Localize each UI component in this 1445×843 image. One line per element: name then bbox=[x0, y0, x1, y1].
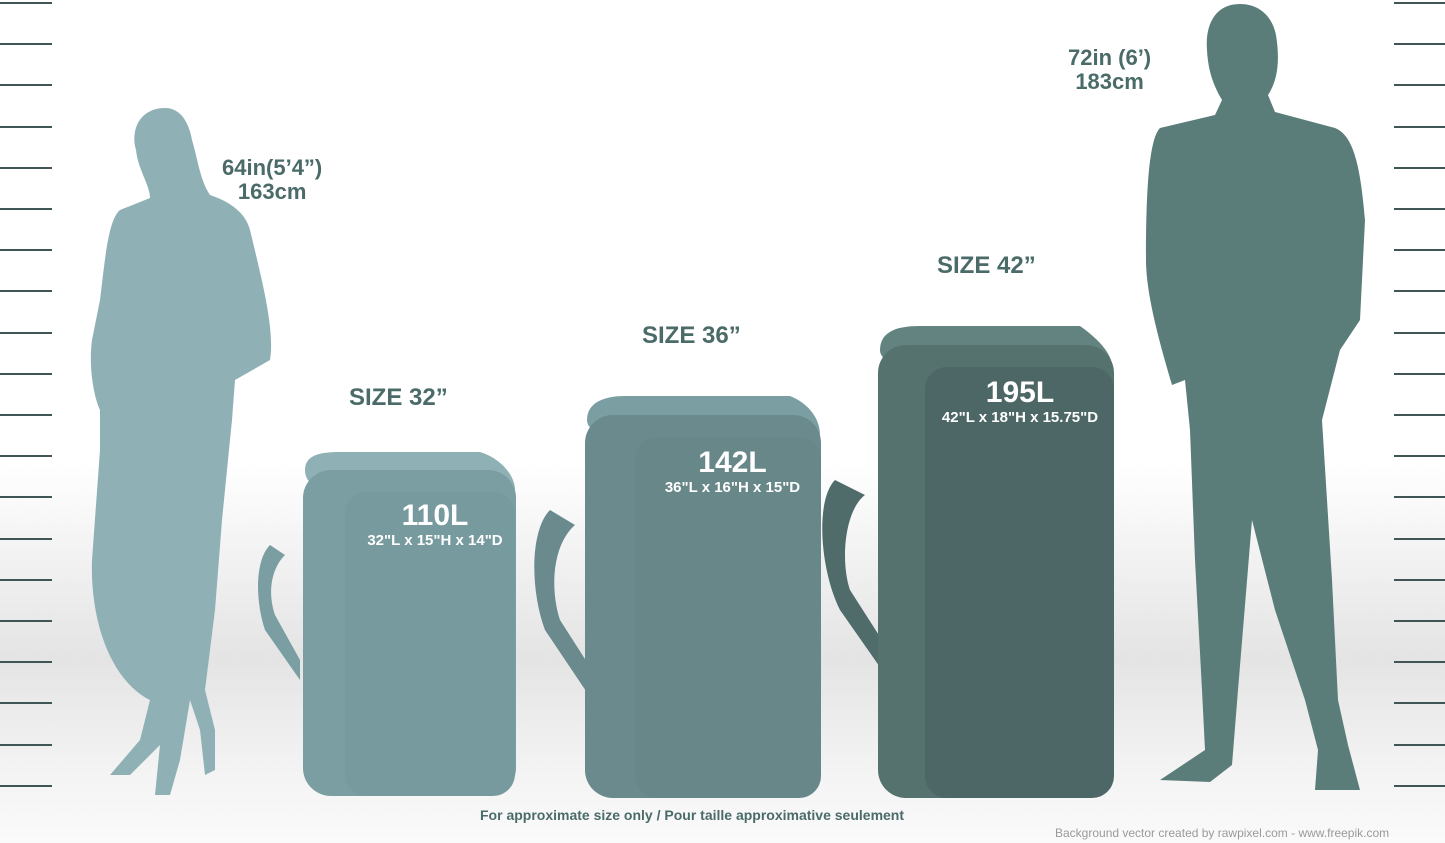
scale-tick bbox=[0, 43, 52, 46]
bag-36-dims: 36"L x 16"H x 15"D bbox=[664, 479, 801, 496]
bag-32-info: 110L 32"L x 15"H x 14"D bbox=[350, 499, 520, 550]
bag-32-volume: 110L bbox=[401, 499, 469, 532]
scale-tick bbox=[1394, 455, 1445, 458]
bag-36-info: 142L 36"L x 16"H x 15"D bbox=[640, 446, 825, 497]
bag-42-size: SIZE 42” bbox=[937, 252, 1036, 279]
scale-tick bbox=[0, 166, 52, 169]
scale-tick bbox=[0, 743, 52, 746]
scale-tick bbox=[0, 372, 52, 375]
scale-tick bbox=[1394, 743, 1445, 746]
bag-42-info: 195L 42"L x 18"H x 15.75"D bbox=[925, 376, 1115, 427]
scale-tick bbox=[0, 661, 52, 664]
scale-tick bbox=[1394, 620, 1445, 622]
scale-tick bbox=[1394, 496, 1445, 499]
bag-32-size: SIZE 32” bbox=[349, 384, 448, 411]
scale-tick bbox=[1394, 249, 1445, 252]
scale-tick bbox=[0, 702, 52, 705]
bag-42-volume: 195L bbox=[985, 376, 1055, 409]
scale-tick bbox=[1394, 784, 1445, 787]
bag-36-size: SIZE 36” bbox=[642, 322, 741, 349]
scale-tick bbox=[1394, 166, 1445, 169]
scale-tick bbox=[1394, 331, 1445, 334]
bag-42-dims: 42"L x 18"H x 15.75"D bbox=[941, 409, 1099, 426]
man-height-cm: 183cm bbox=[1075, 69, 1144, 94]
scale-tick bbox=[1394, 290, 1445, 293]
scale-tick bbox=[1394, 125, 1445, 128]
bag-32-shape bbox=[258, 452, 516, 796]
scale-tick bbox=[0, 331, 52, 334]
scale-tick bbox=[0, 125, 52, 128]
woman-height-label: 64in(5’4”) 163cm bbox=[222, 156, 322, 204]
bag-42-shape bbox=[822, 326, 1114, 798]
woman-height-cm: 163cm bbox=[237, 179, 307, 204]
scale-tick bbox=[0, 578, 52, 581]
woman-height-in: 64in(5’4”) bbox=[222, 155, 323, 180]
scale-tick bbox=[1394, 372, 1445, 375]
scale-tick bbox=[0, 784, 52, 787]
scale-tick bbox=[1394, 84, 1445, 87]
scale-tick bbox=[0, 208, 52, 210]
scale-tick bbox=[1394, 2, 1445, 4]
scale-tick bbox=[0, 290, 52, 293]
scale-tick bbox=[1394, 208, 1445, 210]
man-silhouette bbox=[1146, 4, 1365, 790]
scale-tick bbox=[1394, 414, 1445, 416]
scale-tick bbox=[1394, 537, 1445, 540]
height-scale-left bbox=[0, 0, 52, 843]
credit-text: Background vector created by rawpixel.co… bbox=[1055, 826, 1390, 840]
scale-tick bbox=[1394, 578, 1445, 581]
bag-36-shape bbox=[534, 396, 821, 798]
scale-tick bbox=[0, 84, 52, 87]
scale-tick bbox=[0, 414, 52, 416]
height-scale-right bbox=[1394, 0, 1445, 843]
scale-tick bbox=[0, 620, 52, 622]
man-height-in: 72in (6’) bbox=[1068, 45, 1152, 70]
man-height-label: 72in (6’) 183cm bbox=[1068, 46, 1151, 94]
woman-silhouette bbox=[90, 108, 272, 795]
bag-32-dims: 32"L x 15"H x 14"D bbox=[367, 532, 503, 549]
bag-36-volume: 142L bbox=[698, 446, 767, 479]
disclaimer-note: For approximate size only / Pour taille … bbox=[480, 807, 905, 823]
scale-tick bbox=[1394, 661, 1445, 664]
scale-tick bbox=[0, 455, 52, 458]
scale-tick bbox=[1394, 43, 1445, 46]
scale-tick bbox=[0, 2, 52, 4]
scale-tick bbox=[0, 249, 52, 252]
scale-tick bbox=[0, 496, 52, 499]
scale-tick bbox=[1394, 702, 1445, 705]
scale-tick bbox=[0, 537, 52, 540]
